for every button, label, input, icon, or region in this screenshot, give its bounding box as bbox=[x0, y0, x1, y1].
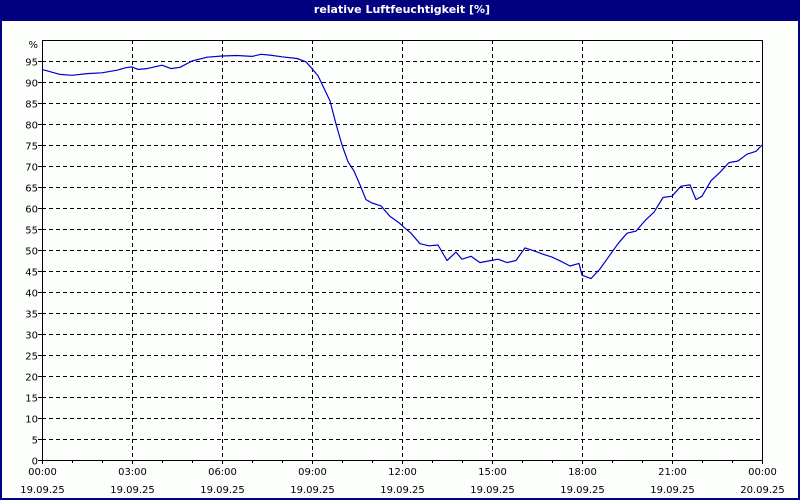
y-tick-label: 45 bbox=[25, 268, 38, 279]
y-tick-label: 40 bbox=[25, 289, 38, 300]
y-tick-label: 50 bbox=[25, 247, 38, 258]
y-tick-label: 25 bbox=[25, 352, 38, 363]
x-tick-time-label: 06:00 bbox=[208, 467, 237, 478]
x-tick-time-label: 21:00 bbox=[658, 467, 687, 478]
y-tick-label: 90 bbox=[25, 79, 38, 90]
humidity-data-line bbox=[41, 53, 763, 280]
y-tick-label: 5 bbox=[32, 436, 38, 447]
y-tick-label: 95 bbox=[25, 58, 38, 69]
y-tick-label: 35 bbox=[25, 310, 38, 321]
x-tick-time-label: 18:00 bbox=[568, 467, 597, 478]
y-tick-label: 60 bbox=[25, 205, 38, 216]
x-tick-time-label: 00:00 bbox=[748, 467, 777, 478]
x-tick-date-label: 19.09.25 bbox=[20, 485, 65, 496]
y-tick-label: 10 bbox=[25, 415, 38, 426]
x-tick-date-label: 19.09.25 bbox=[650, 485, 695, 496]
y-tick-label: 30 bbox=[25, 331, 38, 342]
y-tick-label: 15 bbox=[25, 394, 38, 405]
x-tick-date-label: 19.09.25 bbox=[380, 485, 425, 496]
window-title: relative Luftfeuchtigkeit [%] bbox=[2, 0, 800, 21]
y-tick-label: 80 bbox=[25, 121, 38, 132]
y-tick-label: 70 bbox=[25, 163, 38, 174]
x-tick-date-label: 20.09.25 bbox=[740, 485, 785, 496]
x-tick-date-label: 19.09.25 bbox=[200, 485, 245, 496]
x-tick-time-label: 15:00 bbox=[478, 467, 507, 478]
x-tick-time-label: 03:00 bbox=[118, 467, 147, 478]
y-tick-label: 0 bbox=[32, 457, 38, 468]
x-tick-time-label: 12:00 bbox=[388, 467, 417, 478]
y-tick-label: 55 bbox=[25, 226, 38, 237]
x-tick-date-label: 19.09.25 bbox=[110, 485, 155, 496]
x-tick-date-label: 19.09.25 bbox=[290, 485, 335, 496]
x-tick-time-label: 09:00 bbox=[298, 467, 327, 478]
x-tick-date-label: 19.09.25 bbox=[560, 485, 605, 496]
x-tick-date-label: 19.09.25 bbox=[470, 485, 515, 496]
x-tick-time-label: 00:00 bbox=[28, 467, 57, 478]
y-tick-label: 75 bbox=[25, 142, 38, 153]
y-tick-label: 85 bbox=[25, 100, 38, 111]
y-tick-label: 65 bbox=[25, 184, 38, 195]
y-unit-label: % bbox=[28, 40, 38, 51]
y-tick-label: 20 bbox=[25, 373, 38, 384]
